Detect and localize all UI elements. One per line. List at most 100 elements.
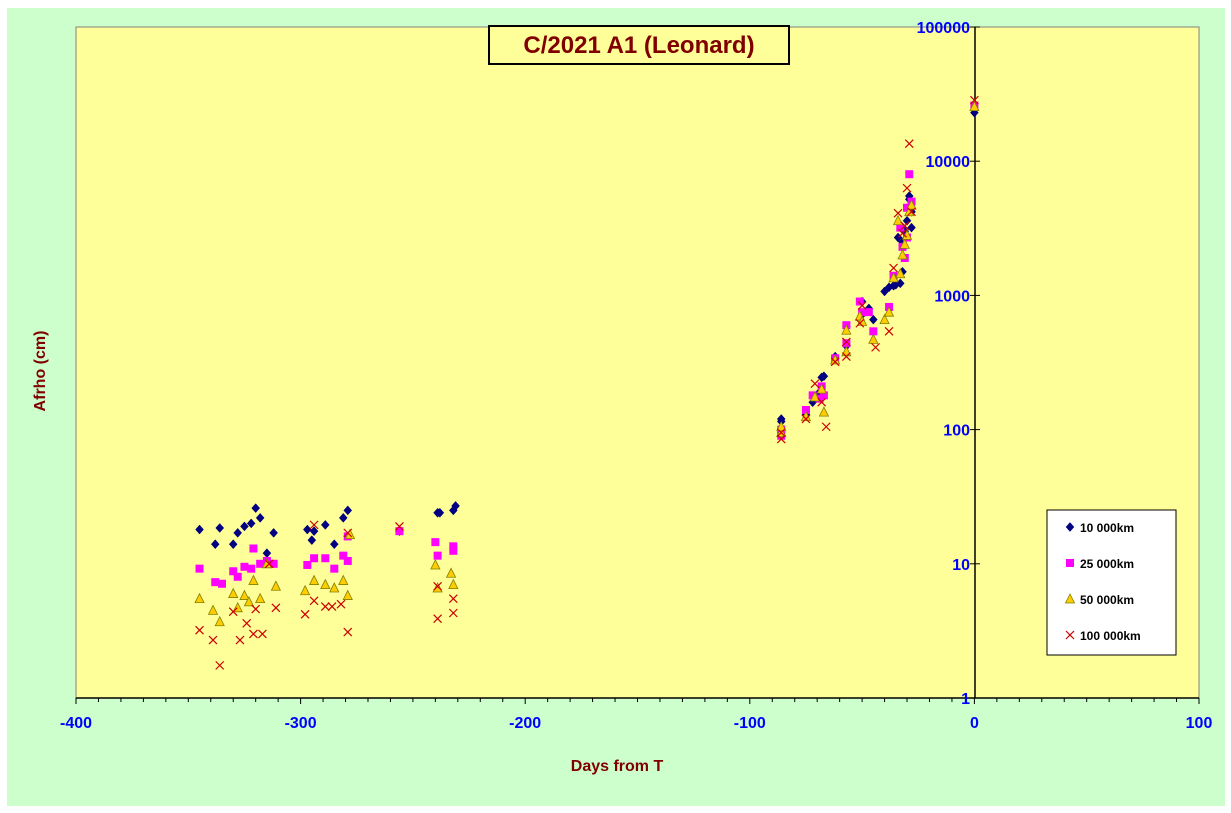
chart-title: C/2021 A1 (Leonard) bbox=[523, 32, 754, 59]
data-point bbox=[248, 574, 259, 585]
data-point bbox=[228, 587, 239, 598]
y-tick-label: 1 bbox=[961, 691, 970, 708]
data-point bbox=[433, 551, 442, 560]
data-point bbox=[841, 337, 851, 347]
data-point bbox=[435, 507, 445, 518]
data-point bbox=[336, 599, 346, 609]
data-point bbox=[895, 267, 906, 279]
data-point bbox=[251, 604, 261, 614]
data-point bbox=[243, 596, 255, 607]
legend-label: 10 000km bbox=[1080, 521, 1134, 535]
data-point bbox=[433, 614, 443, 624]
data-point bbox=[432, 582, 443, 593]
title-box bbox=[488, 25, 790, 65]
y-tick-label: 100 bbox=[943, 423, 970, 440]
data-point bbox=[339, 551, 348, 560]
data-point bbox=[210, 539, 220, 550]
data-point bbox=[299, 584, 311, 596]
data-point bbox=[330, 564, 339, 573]
y-tick-label: 10 bbox=[952, 557, 970, 574]
data-point bbox=[819, 391, 828, 400]
data-point bbox=[841, 324, 852, 335]
data-point bbox=[344, 528, 356, 540]
data-point bbox=[327, 602, 337, 612]
data-point bbox=[855, 318, 865, 328]
data-point bbox=[329, 539, 339, 550]
data-point bbox=[195, 564, 204, 573]
data-point bbox=[228, 607, 238, 617]
data-point bbox=[776, 434, 786, 444]
x-tick-label: -400 bbox=[60, 715, 92, 732]
data-point bbox=[445, 567, 457, 578]
data-point bbox=[809, 391, 821, 402]
data-point bbox=[896, 223, 905, 232]
data-point bbox=[251, 503, 261, 513]
y-axis-label: Afrho (cm) bbox=[32, 331, 49, 412]
data-point bbox=[776, 428, 786, 438]
data-point bbox=[307, 535, 317, 546]
data-point bbox=[246, 518, 256, 529]
data-point bbox=[270, 580, 282, 591]
data-point bbox=[868, 333, 879, 344]
data-point bbox=[329, 582, 340, 593]
legend-label: 50 000km bbox=[1080, 593, 1134, 607]
data-point bbox=[907, 207, 916, 217]
data-points bbox=[194, 95, 980, 670]
y-tick-labels: 1 10 100 1000 10000 100000 bbox=[917, 20, 970, 708]
data-point bbox=[320, 578, 331, 589]
y-tick-label: 10000 bbox=[926, 154, 971, 171]
data-point bbox=[889, 263, 898, 273]
legend-box bbox=[1046, 509, 1177, 656]
data-point bbox=[303, 560, 312, 569]
data-point bbox=[217, 579, 226, 588]
legend-marker bbox=[1065, 522, 1075, 532]
legend-label: 100 000km bbox=[1080, 629, 1141, 643]
data-point bbox=[879, 313, 890, 325]
data-point bbox=[816, 383, 827, 394]
data-point bbox=[449, 542, 458, 551]
data-point bbox=[269, 559, 278, 568]
legend-marker bbox=[1065, 630, 1075, 640]
data-point bbox=[233, 527, 243, 538]
data-point bbox=[817, 397, 827, 407]
data-point bbox=[815, 394, 824, 403]
data-point bbox=[898, 228, 907, 238]
plot-area bbox=[75, 26, 1200, 699]
x-tick-label: 100 bbox=[1186, 715, 1213, 732]
data-point bbox=[239, 589, 250, 600]
y-tick-label: 1000 bbox=[934, 288, 970, 305]
data-point bbox=[300, 609, 310, 619]
x-tick-label: -100 bbox=[734, 715, 766, 732]
data-point bbox=[321, 554, 330, 563]
data-point bbox=[904, 139, 914, 149]
data-point bbox=[451, 501, 460, 511]
afrho-chart: -400 -300 -200 -100 0 100 1 10 100 1000 10000 1000… bbox=[32, 20, 1213, 775]
y-tick-label: 100000 bbox=[917, 20, 970, 37]
data-point bbox=[902, 183, 912, 193]
data-point bbox=[818, 406, 830, 417]
data-point bbox=[240, 521, 249, 532]
data-point bbox=[194, 592, 205, 604]
x-tick-label: 0 bbox=[970, 715, 979, 732]
legend-label: 25 000km bbox=[1080, 557, 1134, 571]
data-point bbox=[256, 559, 265, 568]
data-point bbox=[343, 627, 353, 637]
data-point bbox=[309, 520, 319, 530]
data-point bbox=[249, 544, 258, 553]
data-point bbox=[271, 603, 281, 613]
data-point bbox=[449, 546, 458, 555]
data-point bbox=[810, 379, 820, 389]
x-tick-label: -300 bbox=[285, 715, 317, 732]
data-point bbox=[257, 629, 267, 639]
data-point bbox=[338, 512, 348, 523]
data-point bbox=[892, 214, 904, 226]
data-point bbox=[255, 512, 265, 523]
data-point bbox=[841, 352, 851, 362]
data-point bbox=[433, 581, 443, 591]
data-point bbox=[255, 592, 266, 604]
data-point bbox=[320, 520, 330, 530]
data-point bbox=[893, 208, 903, 218]
data-point bbox=[801, 405, 810, 414]
data-point bbox=[338, 574, 349, 585]
data-point bbox=[858, 308, 867, 317]
